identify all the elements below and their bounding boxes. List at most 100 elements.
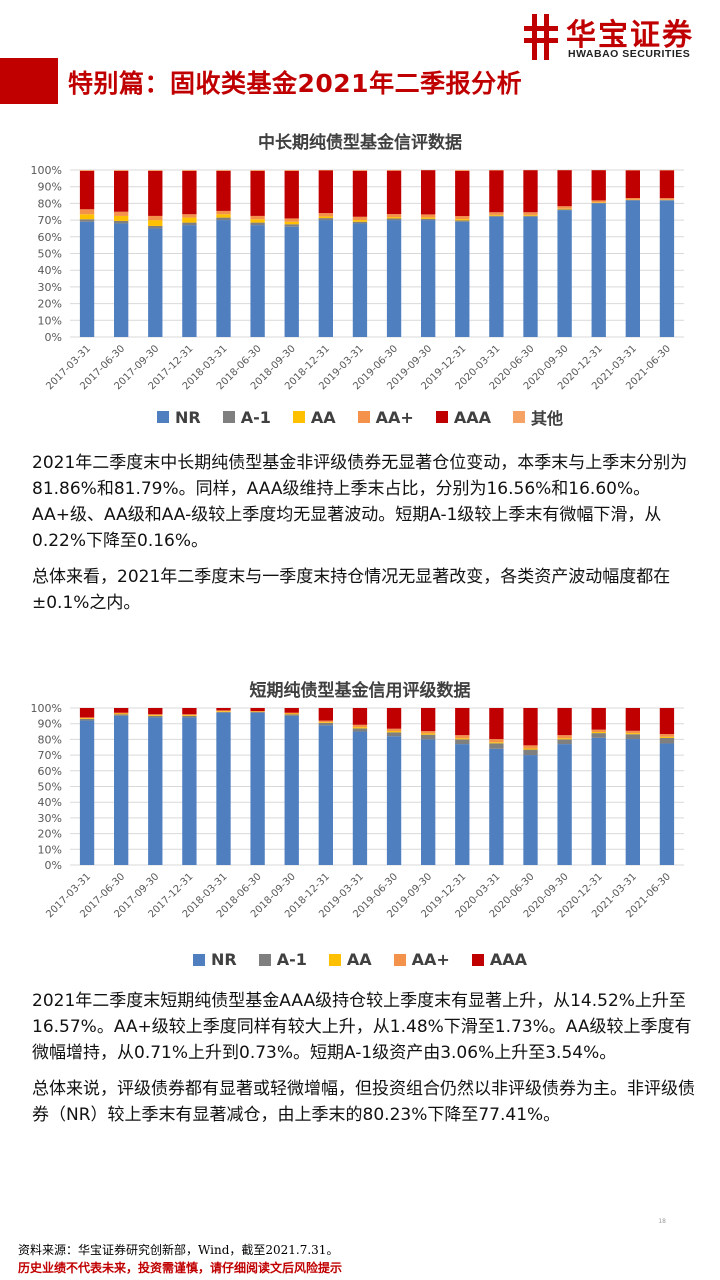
bar-segment-NR [182,717,197,865]
bar-segment-AA+ [557,206,572,209]
bar-segment-AA [421,217,436,219]
bar-segment-其他 [250,170,265,171]
y-tick-label: 80% [38,733,62,746]
bar-segment-AAA [591,708,606,730]
bar-segment-AAA [523,708,538,746]
chart1-svg: 0%10%20%30%40%50%60%70%80%90%100%2017-03… [31,164,684,392]
y-tick-label: 20% [38,298,62,311]
bar-segment-AAA [455,171,470,217]
legend-item: NR [157,405,201,429]
bar-segment-A-1 [250,222,265,226]
legend-swatch [357,411,370,423]
bar-segment-其他 [148,170,163,171]
bar-segment-AA+ [659,734,675,737]
bar-segment-其他 [489,170,504,171]
bar-segment-NR [114,715,129,865]
legend-item: A-1 [222,405,271,429]
bar-segment-AA+ [114,211,129,216]
chart2-title: 短期纯债型基金信用评级数据 [249,681,471,701]
bar-segment-AAA [625,708,640,731]
bar-segment-NR [318,725,333,865]
bar-segment-AAA [557,170,572,207]
bar-segment-A-1 [284,714,299,716]
legend-label: AA+ [375,407,414,427]
legend-swatch [292,411,305,423]
legend-swatch [435,411,448,423]
bar-segment-其他 [455,170,470,172]
legend-swatch [193,953,206,966]
chart1-analysis-p2: 总体来看，2021年二季度末与一季度末持仓情况无显著改变，各类资产波动幅度都在±… [32,567,671,613]
bar-segment-A-1 [386,218,402,221]
bar-segment-NR [455,744,470,865]
chart1-analysis-p1: 2021年二季度末中长期纯债型基金非评级债券无显著仓位变动，本季末与上季末分别为… [32,453,688,551]
y-tick-label: 0% [45,331,62,344]
bar-segment-NR [114,223,129,337]
bar-segment-A-1 [250,711,265,713]
bar-segment-其他 [79,170,95,171]
bar-segment-A-1 [421,734,436,740]
bar-segment-AA+ [182,214,197,218]
bar-segment-AA+ [352,216,368,221]
bar-segment-NR [79,221,95,337]
bar-segment-A-1 [523,215,538,217]
bar-segment-AA+ [591,200,606,203]
bar-segment-其他 [182,170,197,171]
legend-swatch [157,411,169,423]
bar-segment-AA+ [386,214,402,218]
bar-segment-AAA [148,170,163,216]
bar-segment-A-1 [352,221,368,224]
bar-segment-AA+ [421,731,436,734]
y-tick-label: 60% [38,765,62,778]
legend-label: NR [175,407,201,427]
chart1-analysis: 2021年二季度末中长期纯债型基金非评级债券无显著仓位变动，本季末与上季末分别为… [32,450,696,616]
bar-segment-AA [421,733,436,735]
bar-segment-AA [114,215,129,221]
bar-segment-AA [625,733,640,735]
bar-segment-A-1 [79,718,95,721]
bar-segment-A-1 [79,219,95,222]
bar-segment-AA+ [455,735,470,739]
y-tick-label: 40% [38,796,62,809]
page-title: 特别篇：固收类基金2021年二季报分析 [68,69,523,98]
bar-segment-A-1 [148,715,163,718]
bar-segment-NR [489,216,504,337]
bar-segment-A-1 [625,734,640,740]
legend-item: A-1 [258,950,307,969]
bar-segment-A-1 [523,749,538,756]
bar-segment-AAA [386,170,402,215]
bar-segment-NR [523,216,538,337]
bar-segment-AA+ [659,198,675,200]
bar-segment-AA+ [489,739,504,743]
logo-text-en: HWABAO SECURITIES [568,48,691,60]
bar-segment-AA+ [182,714,197,716]
legend-swatch [393,953,406,966]
legend-label: A-1 [276,950,307,969]
bar-segment-AAA [591,170,606,201]
bar-segment-A-1 [182,715,197,718]
bar-segment-AA [318,216,333,219]
legend-item: AAA [471,950,527,969]
bar-segment-其他 [114,170,129,171]
bar-segment-A-1 [216,711,231,713]
legend-label: 其他 [530,409,563,428]
y-tick-label: 10% [38,314,62,327]
bar-segment-A-1 [284,224,299,227]
bar-segment-AA+ [523,745,538,749]
y-tick-label: 50% [38,248,62,261]
bar-segment-NR [557,744,572,865]
bar-segment-AAA [216,708,231,711]
bar-segment-AA [284,221,299,225]
legend-item: NR [193,950,237,969]
bar-segment-NR [148,228,163,337]
bar-segment-AAA [659,708,675,735]
bar-segment-AA+ [318,213,333,217]
bar-segment-NR [318,220,333,337]
legend-label: AAA [489,950,527,969]
y-tick-label: 50% [38,781,62,794]
bar-segment-AAA [79,708,95,718]
bar-segment-A-1 [114,714,129,716]
bar-segment-A-1 [318,722,333,726]
bar-segment-AA+ [79,209,95,215]
chart1-legend: NR A-1 AA AA+ AAA 其他 [0,405,720,429]
bar-segment-AA [455,219,470,221]
